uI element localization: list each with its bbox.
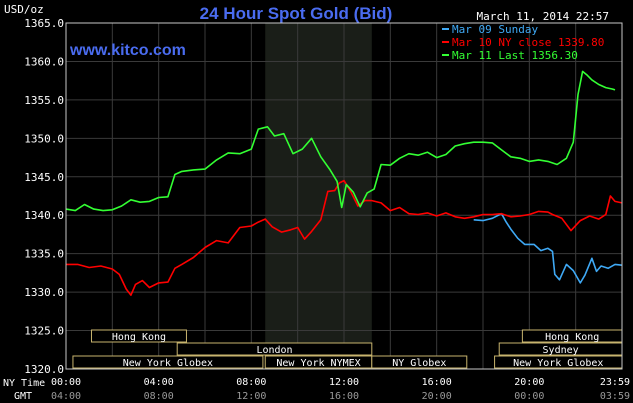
y-tick-label: 1365.0 bbox=[24, 17, 64, 30]
y-tick-label: 1360.0 bbox=[24, 55, 64, 68]
session-label: Sydney bbox=[543, 345, 579, 356]
session-label: Hong Kong bbox=[112, 332, 166, 343]
session-bar bbox=[72, 355, 264, 369]
series-lines bbox=[65, 70, 623, 296]
x-tick-label-gmt: 12:00 bbox=[236, 391, 266, 402]
market-sessions: Hong Kong Hong Kong London Sydney New York G… bbox=[72, 329, 623, 369]
session-label: NY Globex bbox=[392, 358, 446, 369]
y-tick-labels: 1365.0 1360.0 1355.0 1350.0 1345.0 1340.0 1335… bbox=[24, 17, 64, 376]
legend-entry: Mar 11 Last 1356.30 bbox=[452, 49, 578, 62]
y-tick-label: 1340.0 bbox=[24, 209, 64, 222]
series-line bbox=[65, 70, 616, 212]
x-tick-label-gmt: 20:00 bbox=[422, 391, 452, 402]
session-label: Hong Kong bbox=[545, 332, 599, 343]
session-bar bbox=[176, 342, 373, 356]
y-tick-label: 1320.0 bbox=[24, 363, 64, 376]
x-tick-label-ny: 12:00 bbox=[329, 377, 359, 388]
y-tick-label: 1335.0 bbox=[24, 248, 64, 261]
x-tick-label-gmt: 00:00 bbox=[514, 391, 544, 402]
watermark: www.kitco.com bbox=[69, 42, 186, 59]
y-tick-label: 1325.0 bbox=[24, 325, 64, 338]
timestamp: March 11, 2014 22:57 bbox=[477, 10, 609, 23]
y-tick-label: 1345.0 bbox=[24, 171, 64, 184]
y-tick-label: 1350.0 bbox=[24, 132, 64, 145]
session-label: New York Globex bbox=[513, 358, 603, 369]
session-label: New York Globex bbox=[123, 358, 213, 369]
x-axis-gmt-label: GMT bbox=[14, 391, 32, 402]
series-line bbox=[66, 179, 623, 296]
legend-entry: Mar 09 Sunday bbox=[452, 23, 538, 36]
legend-entry: Mar 10 NY close 1339.80 bbox=[452, 36, 604, 49]
session-bar bbox=[371, 355, 468, 369]
session-bar bbox=[90, 329, 187, 343]
x-tick-label-ny: 16:00 bbox=[422, 377, 452, 388]
x-tick-label-ny: 23:59 bbox=[600, 377, 630, 388]
nymex-session-band bbox=[265, 23, 372, 369]
y-tick-label: 1355.0 bbox=[24, 94, 64, 107]
y-axis-label: USD/oz bbox=[4, 3, 44, 16]
session-label: New York NYMEX bbox=[276, 358, 360, 369]
x-tick-label-ny: 08:00 bbox=[236, 377, 266, 388]
x-tick-labels: 00:00 04:00 04:00 08:00 08:00 12:00 12:00 16:00… bbox=[51, 377, 630, 402]
x-tick-label-ny: 20:00 bbox=[514, 377, 544, 388]
x-tick-label-ny: 04:00 bbox=[144, 377, 174, 388]
x-tick-label-ny: 00:00 bbox=[51, 377, 81, 388]
x-tick-label-gmt: 04:00 bbox=[51, 391, 81, 402]
plot-frame bbox=[65, 22, 623, 370]
x-tick-label-gmt: 03:59 bbox=[600, 391, 630, 402]
chart-title: 24 Hour Spot Gold (Bid) bbox=[200, 4, 393, 23]
series-line bbox=[473, 212, 623, 284]
y-tick-label: 1330.0 bbox=[24, 286, 64, 299]
x-tick-label-gmt: 16:00 bbox=[329, 391, 359, 402]
session-label: London bbox=[256, 345, 292, 356]
x-tick-label-gmt: 08:00 bbox=[144, 391, 174, 402]
x-axis-ny-label: NY Time bbox=[3, 378, 45, 389]
